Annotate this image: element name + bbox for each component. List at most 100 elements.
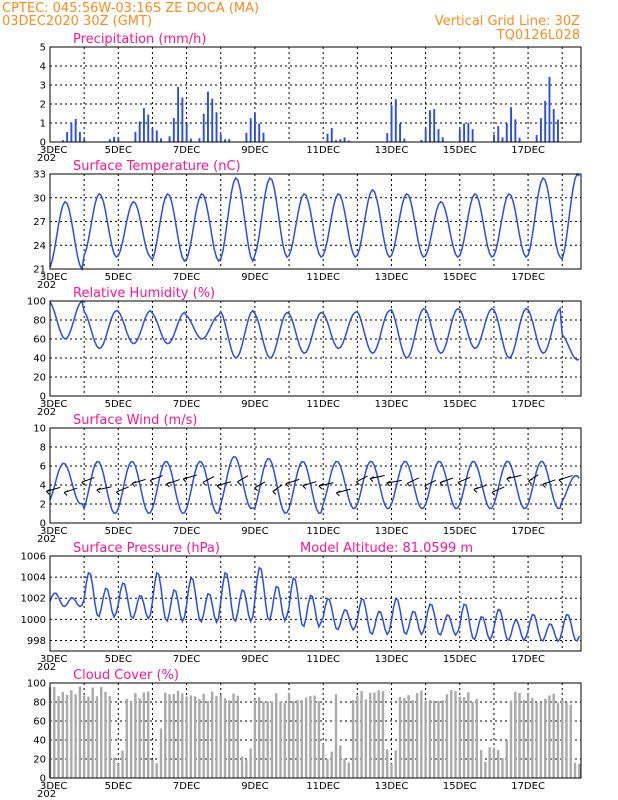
cloud-bar xyxy=(471,701,474,778)
cloud-bar xyxy=(240,756,244,778)
cloud-bar xyxy=(347,762,350,778)
cloud-bar xyxy=(300,700,304,778)
wind-arrow xyxy=(115,486,129,496)
cloud-bar xyxy=(262,701,265,778)
x-tick-label: 3DEC xyxy=(40,781,67,792)
y-tick-label: 0 xyxy=(40,392,46,403)
header-model-id: TQ0126L028 xyxy=(496,28,580,43)
cloud-bar xyxy=(142,692,146,778)
y-tick-label: 0 xyxy=(40,774,46,785)
precip-bar xyxy=(557,119,559,142)
wind-arrow xyxy=(285,478,300,488)
precip-bar xyxy=(143,108,145,142)
x-tick-label: 13DEC xyxy=(375,526,409,537)
precip-bar xyxy=(113,136,116,142)
x-tick-label: 15DEC xyxy=(443,654,477,665)
y-tick-label: 60 xyxy=(33,717,46,728)
y-tick-label: 80 xyxy=(33,316,46,327)
precip-bar xyxy=(514,119,517,142)
wind-arrow xyxy=(457,476,471,486)
wind-arrow xyxy=(491,486,505,496)
cloud-bar xyxy=(450,690,453,778)
cloud-bar xyxy=(78,686,82,778)
precip-bar xyxy=(185,123,188,142)
wind-arrow xyxy=(216,481,232,490)
precip-bar xyxy=(493,134,495,142)
x-tick-label: 5DEC xyxy=(105,654,132,665)
cloud-bar xyxy=(356,695,359,778)
panel-rh: 0 20 40 60 80 100 3DEC 5DEC 7DEC 9DEC 11DEC 13DEC 15… xyxy=(27,286,582,418)
panel-cloud: 0 20 40 60 80 100 3DEC 5DEC 7DEC 9DEC 11DEC 13DEC 15… xyxy=(27,668,582,800)
wind-arrow xyxy=(149,475,163,484)
x-tick-label: 3DEC xyxy=(40,526,67,537)
cloud-bar xyxy=(219,694,222,778)
cloud-bar xyxy=(57,696,60,778)
cloud-bar xyxy=(364,699,368,778)
precip-bar xyxy=(330,127,333,142)
y-tick-label: 40 xyxy=(33,736,46,747)
cloud-bar xyxy=(202,693,205,778)
precip-bar xyxy=(394,99,397,142)
panel-title-press: Surface Pressure (hPa) xyxy=(73,541,220,556)
x-tick-label: 13DEC xyxy=(375,654,409,665)
cloud-bar xyxy=(117,763,120,778)
cloud-bar xyxy=(287,692,291,778)
x-tick-label: 15DEC xyxy=(443,399,477,410)
precip-bar xyxy=(215,112,218,142)
cloud-bar xyxy=(505,740,508,778)
precip-bar xyxy=(390,105,393,142)
y-tick-label: 2 xyxy=(40,500,46,511)
precip-bar xyxy=(189,138,192,142)
cloud-bar xyxy=(343,758,346,778)
precip-bar xyxy=(262,132,265,142)
x-tick-label: 7DEC xyxy=(173,272,200,283)
cloud-bar xyxy=(573,762,577,778)
y-tick-label: 80 xyxy=(33,698,46,709)
panel-frame xyxy=(49,427,582,524)
y-tick-label: 33 xyxy=(33,170,46,181)
precip-bar xyxy=(181,97,184,142)
y-tick-label: 1006 xyxy=(21,552,46,563)
precip-bar xyxy=(428,110,431,142)
wind-arrow xyxy=(182,474,197,483)
cloud-bar xyxy=(317,701,321,778)
precip-bar xyxy=(134,131,137,142)
cloud-bar xyxy=(185,696,188,778)
x-tick-label: 15DEC xyxy=(443,145,477,156)
cloud-bar xyxy=(556,702,560,778)
cloud-bar xyxy=(390,763,393,778)
precip-bar xyxy=(539,118,542,142)
precip-bar xyxy=(463,123,466,142)
x-tick-label: 5DEC xyxy=(105,781,132,792)
cloud-bar xyxy=(373,692,376,778)
cloud-bar xyxy=(552,693,555,778)
precip-bar xyxy=(343,137,346,142)
x-tick-label: 7DEC xyxy=(173,654,200,665)
precip-bar xyxy=(228,139,231,142)
precip-bar xyxy=(433,109,436,142)
cloud-bar xyxy=(198,698,201,778)
precip-bar xyxy=(117,137,120,142)
cloud-bar xyxy=(441,700,444,778)
cloud-bar xyxy=(420,690,423,778)
cloud-bar xyxy=(518,692,521,778)
y-tick-label: 1 xyxy=(40,119,46,130)
x-tick-label: 13DEC xyxy=(375,399,409,410)
x-tick-label: 3DEC xyxy=(40,399,67,410)
y-tick-label: 5 xyxy=(40,43,46,54)
wind-arrow xyxy=(424,479,437,490)
cloud-bar xyxy=(100,686,103,778)
cloud-bar xyxy=(334,694,338,778)
wind-arrow xyxy=(335,488,351,497)
wind-arrow xyxy=(386,479,402,487)
cloud-bar xyxy=(91,687,94,778)
precip-bar xyxy=(544,100,547,142)
precip-bar xyxy=(347,140,350,142)
panel-frame xyxy=(49,46,582,143)
cloud-bar xyxy=(87,696,90,778)
cloud-bar xyxy=(330,751,333,778)
cloud-bar xyxy=(74,694,77,778)
cloud-bar xyxy=(321,743,325,778)
x-tick-label: 17DEC xyxy=(511,272,545,283)
